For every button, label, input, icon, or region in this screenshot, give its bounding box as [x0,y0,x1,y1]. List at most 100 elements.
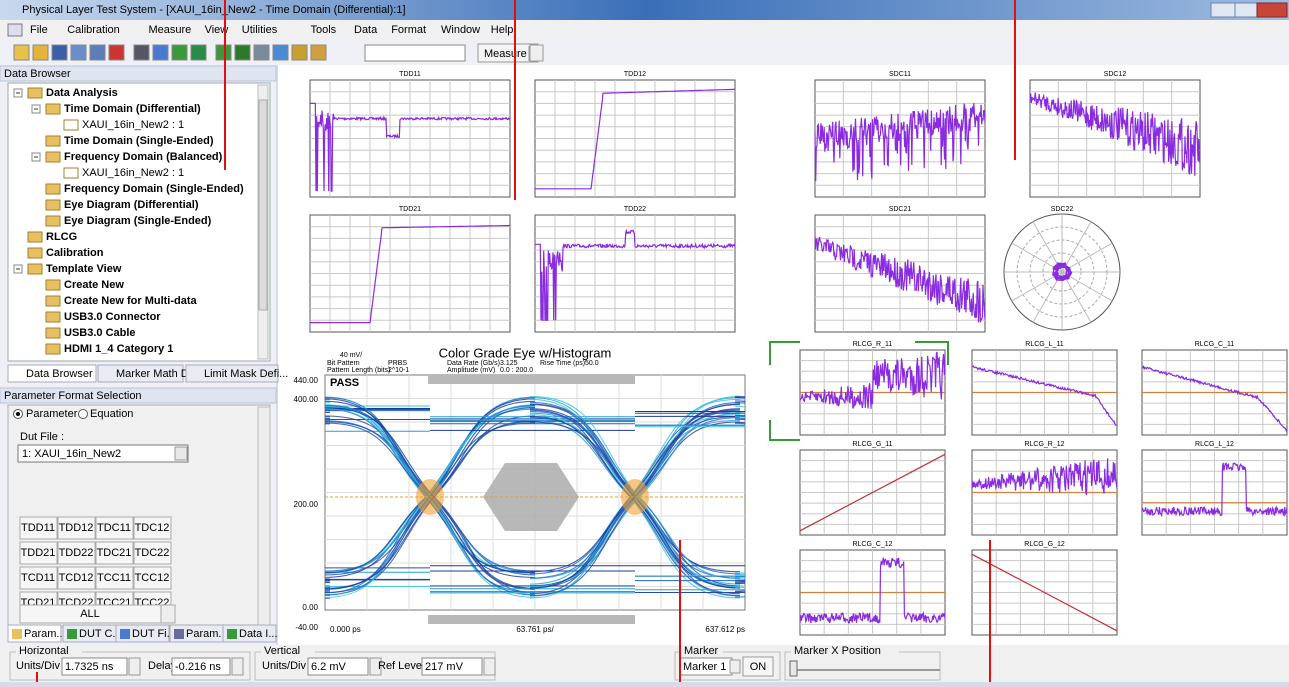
parameter-button-label[interactable]: TCC12 [135,572,170,584]
input-value[interactable]: 6.2 mV [311,661,347,673]
parameter-button-label[interactable]: TCC11 [97,572,131,584]
menu-item[interactable]: Window [441,24,480,36]
radio-label[interactable]: Equation [90,408,133,420]
input-value[interactable]: 1.7325 ns [65,661,114,673]
menu-item[interactable]: Measure [149,24,192,36]
parameter-button[interactable] [133,516,172,540]
menu-item[interactable]: View [205,24,229,36]
toolbar-button[interactable] [310,44,327,61]
all-dropdown[interactable] [160,604,176,624]
tree-item[interactable]: XAUI_16in_New2 : 1 [82,119,184,131]
toolbar-button[interactable] [152,44,169,61]
text-input[interactable] [61,657,128,676]
minimize-button[interactable] [1210,2,1236,18]
parameter-button[interactable] [95,566,134,590]
tree-item[interactable]: Template View [46,263,122,275]
menu-item[interactable]: Utilities [242,24,278,36]
toolbar-button[interactable] [171,44,188,61]
parameter-button-label[interactable]: TDD21 [21,547,56,559]
parameter-button-label[interactable]: TDD12 [59,522,94,534]
text-input[interactable] [171,657,231,676]
text-input[interactable] [307,657,369,676]
toolbar-button[interactable] [32,44,49,61]
panel-tab-label[interactable]: Param... [24,628,66,640]
input-value[interactable]: 217 mV [425,661,464,673]
spin-button[interactable] [483,657,496,676]
tree-item[interactable]: Time Domain (Differential) [64,103,201,115]
parameter-button[interactable] [133,541,172,565]
toolbar-button[interactable] [108,44,125,61]
parameter-button[interactable] [57,566,96,590]
parameter-button[interactable] [133,566,172,590]
parameter-button[interactable] [57,516,96,540]
parameter-button[interactable] [19,541,58,565]
toolbar-button[interactable] [133,44,150,61]
tree-item[interactable]: Time Domain (Single-Ended) [64,135,214,147]
tree-item[interactable]: Create New for Multi-data [64,295,198,307]
maximize-button[interactable] [1234,2,1258,18]
toolbar-dropdown[interactable] [364,44,466,62]
dut-file-select[interactable] [17,444,189,463]
toolbar-button[interactable] [234,44,251,61]
toolbar-button[interactable] [13,44,30,61]
tree-item[interactable]: Create New [64,279,124,291]
text-input[interactable] [421,657,483,676]
on-button[interactable] [742,656,774,677]
panel-tab[interactable] [7,364,97,383]
toolbar-button[interactable] [215,44,232,61]
menu-item[interactable]: Help [491,24,514,36]
tree-item[interactable]: Data Analysis [46,87,118,99]
toolbar-button[interactable] [51,44,68,61]
tree-item[interactable]: Frequency Domain (Balanced) [64,151,223,163]
spin-button[interactable] [231,657,244,676]
parameter-button[interactable] [57,541,96,565]
tree-item[interactable]: Eye Diagram (Differential) [64,199,199,211]
panel-tab-label[interactable]: Marker Math D... [116,368,198,380]
panel-tab-label[interactable]: Data Browser [26,368,93,380]
tree-item[interactable]: Frequency Domain (Single-Ended) [64,183,244,195]
slider-thumb[interactable] [789,660,798,677]
panel-tab[interactable] [97,364,184,383]
on-button-label[interactable]: ON [750,661,767,673]
panel-tab-label[interactable]: Param... [186,628,228,640]
panel-tab[interactable] [185,364,279,383]
tree-item[interactable]: Eye Diagram (Single-Ended) [64,215,212,227]
dut-file-value[interactable]: 1: XAUI_16in_New2 [22,448,121,460]
parameter-button[interactable] [19,566,58,590]
parameter-button-label[interactable]: TCD11 [21,572,55,584]
menu-item[interactable]: Format [391,24,426,36]
toolbar-button[interactable] [190,44,207,61]
parameter-button-label[interactable]: TDD22 [59,547,94,559]
measure-button-label[interactable]: Measure [484,48,527,60]
close-button[interactable] [1256,2,1288,18]
radio-button[interactable] [78,409,88,419]
toolbar-button[interactable] [291,44,308,61]
input-value[interactable]: -0.216 ns [175,661,221,673]
tree-item[interactable]: Calibration [46,247,104,259]
all-button-label[interactable]: ALL [80,608,100,620]
toolbar-button[interactable] [89,44,106,61]
parameter-button-label[interactable]: TCD12 [59,572,94,584]
menu-item[interactable]: Tools [311,24,337,36]
marker-select-value[interactable]: Marker 1 [683,661,726,673]
menu-item[interactable]: Data [354,24,378,36]
spin-button[interactable] [369,657,382,676]
panel-tab-label[interactable]: DUT C... [79,628,122,640]
toolbar-button[interactable] [272,44,289,61]
tree-item[interactable]: XAUI_16in_New2 : 1 [82,167,184,179]
parameter-button-label[interactable]: TDC11 [97,522,131,534]
parameter-button-label[interactable]: TDC12 [135,522,170,534]
parameter-button-label[interactable]: TDC22 [135,547,170,559]
parameter-button[interactable] [95,516,134,540]
tree-item[interactable]: HDMI 1_4 Category 1 [64,343,173,355]
tree-item[interactable]: RLCG [46,231,77,243]
tree-item[interactable]: USB3.0 Connector [64,311,161,323]
menu-item[interactable]: File [30,24,48,36]
parameter-button-label[interactable]: TDD11 [21,522,55,534]
panel-tab-label[interactable]: DUT Fi... [132,628,176,640]
measure-dropdown[interactable] [529,44,544,62]
toolbar-button[interactable] [70,44,87,61]
spin-button[interactable] [128,657,141,676]
tree-item[interactable]: USB3.0 Cable [64,327,136,339]
radio-label[interactable]: Parameter [26,408,78,420]
